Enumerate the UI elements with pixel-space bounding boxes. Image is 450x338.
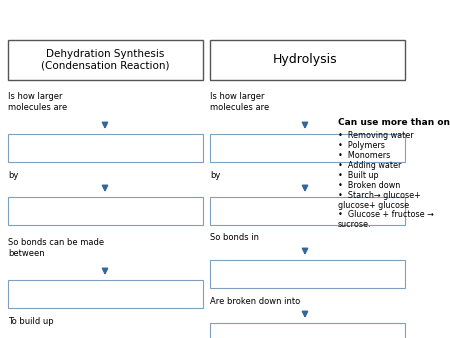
Text: by: by (8, 170, 18, 179)
Text: by: by (210, 170, 220, 179)
Text: Are broken down into: Are broken down into (210, 296, 300, 306)
FancyBboxPatch shape (210, 323, 405, 338)
FancyBboxPatch shape (8, 280, 203, 308)
FancyBboxPatch shape (210, 134, 405, 162)
FancyBboxPatch shape (8, 134, 203, 162)
Text: Hydrolysis: Hydrolysis (273, 53, 338, 67)
Text: So bonds in: So bonds in (210, 234, 259, 242)
Text: •  Glucose + fructose →
sucrose.: • Glucose + fructose → sucrose. (338, 210, 434, 230)
FancyBboxPatch shape (8, 40, 203, 80)
Text: Is how larger
molecules are: Is how larger molecules are (8, 92, 67, 112)
Text: So bonds can be made
between: So bonds can be made between (8, 238, 104, 258)
Text: •  Adding water: • Adding water (338, 161, 401, 170)
Text: •  Monomers: • Monomers (338, 151, 390, 160)
FancyBboxPatch shape (8, 197, 203, 225)
Text: Is how larger
molecules are: Is how larger molecules are (210, 92, 269, 112)
FancyBboxPatch shape (210, 40, 405, 80)
Text: Can use more than once: Can use more than once (338, 118, 450, 127)
Text: •  Broken down: • Broken down (338, 181, 400, 190)
FancyBboxPatch shape (210, 260, 405, 288)
Text: To build up: To build up (8, 316, 54, 325)
Text: •  Removing water: • Removing water (338, 131, 414, 140)
FancyBboxPatch shape (210, 197, 405, 225)
Text: •  Starch→ glucose+
glucose+ glucose: • Starch→ glucose+ glucose+ glucose (338, 191, 421, 210)
Text: •  Polymers: • Polymers (338, 141, 385, 150)
Text: Dehydration Synthesis
(Condensation Reaction): Dehydration Synthesis (Condensation Reac… (41, 49, 169, 71)
Text: •  Built up: • Built up (338, 171, 378, 180)
